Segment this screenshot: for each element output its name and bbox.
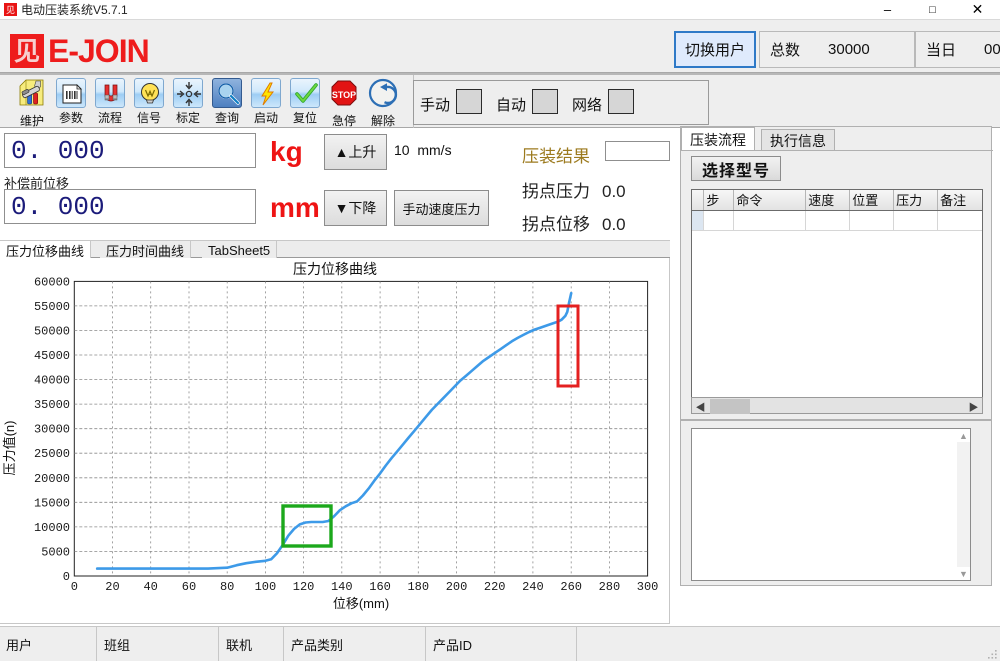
svg-text:140: 140: [331, 580, 353, 594]
svg-text:40: 40: [143, 580, 157, 594]
svg-text:20000: 20000: [34, 472, 70, 486]
svg-text:位移(mm): 位移(mm): [333, 596, 389, 611]
svg-text:45000: 45000: [34, 349, 70, 363]
svg-text:压力值(n): 压力值(n): [2, 421, 17, 476]
svg-text:300: 300: [637, 580, 659, 594]
svg-text:压力位移曲线: 压力位移曲线: [293, 261, 377, 277]
svg-text:200: 200: [446, 580, 468, 594]
svg-text:见: 见: [14, 36, 40, 66]
svg-text:260: 260: [560, 580, 582, 594]
svg-text:220: 220: [484, 580, 506, 594]
svg-text:120: 120: [293, 580, 315, 594]
svg-text:180: 180: [407, 580, 429, 594]
svg-text:15000: 15000: [34, 496, 70, 510]
svg-text:0: 0: [71, 580, 78, 594]
svg-text:30000: 30000: [34, 423, 70, 437]
svg-text:55000: 55000: [34, 300, 70, 314]
svg-text:60: 60: [182, 580, 196, 594]
svg-text:见: 见: [6, 5, 15, 15]
svg-text:40000: 40000: [34, 374, 70, 388]
svg-text:100: 100: [255, 580, 277, 594]
svg-text:STOP: STOP: [332, 90, 356, 100]
svg-text:240: 240: [522, 580, 544, 594]
svg-text:80: 80: [220, 580, 234, 594]
svg-text:0: 0: [63, 570, 70, 584]
svg-text:280: 280: [599, 580, 621, 594]
svg-text:5000: 5000: [41, 545, 70, 559]
svg-text:50000: 50000: [34, 325, 70, 339]
svg-text:10000: 10000: [34, 521, 70, 535]
svg-text:60000: 60000: [34, 275, 70, 289]
svg-text:35000: 35000: [34, 398, 70, 412]
svg-text:20: 20: [105, 580, 119, 594]
svg-text:160: 160: [369, 580, 391, 594]
svg-text:25000: 25000: [34, 447, 70, 461]
